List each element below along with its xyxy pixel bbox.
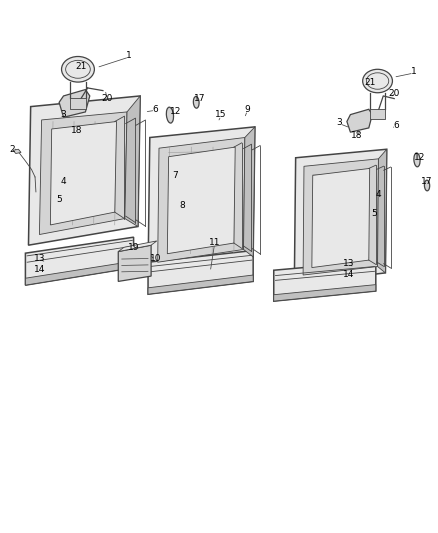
Ellipse shape [193, 96, 199, 108]
Polygon shape [25, 237, 134, 285]
Polygon shape [244, 127, 255, 257]
Polygon shape [347, 109, 372, 132]
Text: 4: 4 [61, 177, 66, 185]
Text: 9: 9 [244, 105, 251, 114]
Text: 20: 20 [389, 89, 400, 98]
Text: 15: 15 [215, 110, 227, 119]
Text: 4: 4 [376, 190, 381, 199]
Polygon shape [50, 122, 117, 225]
Ellipse shape [363, 69, 392, 93]
Polygon shape [312, 168, 370, 268]
Text: 20: 20 [102, 94, 113, 103]
Ellipse shape [424, 180, 430, 191]
Text: 3: 3 [60, 110, 67, 119]
Polygon shape [148, 127, 255, 272]
Polygon shape [303, 159, 378, 275]
Text: 5: 5 [371, 209, 378, 217]
Polygon shape [167, 147, 235, 254]
Text: 18: 18 [71, 126, 82, 135]
Text: 18: 18 [351, 132, 363, 140]
Text: 14: 14 [343, 270, 354, 279]
Text: 8: 8 [179, 201, 185, 209]
Text: 1: 1 [411, 68, 417, 76]
Text: 21: 21 [75, 62, 87, 71]
Text: 13: 13 [343, 260, 354, 268]
Polygon shape [28, 96, 140, 245]
Polygon shape [118, 245, 151, 281]
Polygon shape [148, 275, 253, 294]
Text: 11: 11 [209, 238, 220, 247]
Polygon shape [148, 251, 253, 294]
Polygon shape [118, 241, 157, 252]
Polygon shape [370, 109, 385, 119]
Text: 13: 13 [34, 254, 45, 263]
Polygon shape [274, 261, 376, 301]
Polygon shape [125, 96, 140, 227]
Ellipse shape [414, 153, 420, 167]
Text: 6: 6 [393, 121, 399, 130]
Text: 1: 1 [126, 52, 132, 60]
Polygon shape [25, 261, 134, 285]
Text: 7: 7 [172, 172, 178, 180]
Ellipse shape [61, 56, 94, 82]
Polygon shape [158, 138, 245, 262]
Text: 2: 2 [10, 145, 15, 154]
Polygon shape [13, 149, 21, 154]
Polygon shape [274, 285, 376, 301]
Text: 5: 5 [56, 196, 62, 204]
Polygon shape [39, 112, 127, 235]
Text: 3: 3 [336, 118, 343, 127]
Text: 10: 10 [150, 254, 161, 263]
Polygon shape [70, 98, 86, 109]
Ellipse shape [166, 107, 173, 123]
Polygon shape [294, 149, 387, 284]
Text: 17: 17 [421, 177, 433, 185]
Text: 14: 14 [34, 265, 45, 273]
Text: 6: 6 [152, 105, 159, 114]
Polygon shape [378, 149, 387, 273]
Text: 12: 12 [414, 153, 425, 161]
Text: 17: 17 [194, 94, 205, 103]
Polygon shape [59, 90, 90, 117]
Text: 21: 21 [364, 78, 376, 87]
Text: 19: 19 [128, 244, 139, 252]
Text: 12: 12 [170, 108, 181, 116]
